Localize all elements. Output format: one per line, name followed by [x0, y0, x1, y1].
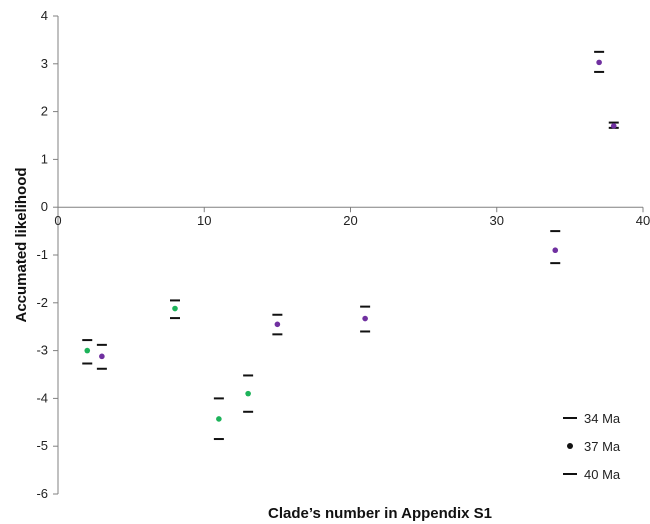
y-tick-label: -5: [36, 438, 48, 453]
marker-37ma: [172, 305, 178, 312]
x-axis-title: Clade’s number in Appendix S1: [268, 505, 492, 522]
y-tick-label: -1: [36, 247, 48, 262]
y-tick-label: -6: [36, 486, 48, 501]
y-tick-label: 3: [41, 56, 48, 71]
marker-37ma: [84, 347, 91, 354]
x-axis: 0 10 20 30 40: [54, 206, 650, 228]
y-axis-title: Accumated likelihood: [13, 167, 30, 322]
x-tick-label: 40: [636, 213, 650, 228]
x-tick-label: 30: [490, 213, 504, 228]
y-tick-label: -4: [36, 390, 48, 405]
marker-37ma: [552, 247, 559, 254]
marker-37ma: [596, 59, 602, 66]
y-axis: -6 -5 -4 -3 -2 -1 0 1 2 3 4: [36, 8, 59, 501]
legend-dot-symbol: [567, 443, 573, 449]
y-tick-label: -2: [36, 295, 48, 310]
plot-area: [82, 50, 619, 441]
marker-37ma: [274, 321, 281, 328]
x-tick-label: 10: [197, 213, 211, 228]
y-tick-label: 4: [41, 8, 48, 23]
marker-37ma: [362, 315, 368, 322]
y-tick-label: 0: [41, 199, 48, 214]
y-tick-label: -3: [36, 343, 48, 358]
legend-label: 40 Ma: [584, 467, 621, 482]
x-tick-label: 0: [54, 213, 61, 228]
legend-label: 34 Ma: [584, 411, 621, 426]
x-tick-label: 20: [343, 213, 357, 228]
marker-37ma: [245, 390, 251, 397]
y-tick-label: 2: [41, 104, 48, 119]
legend-label: 37 Ma: [584, 439, 621, 454]
y-tick-label: 1: [41, 151, 48, 166]
marker-37ma: [99, 353, 105, 360]
marker-37ma: [610, 123, 617, 129]
legend: 34 Ma 37 Ma 40 Ma: [563, 411, 621, 482]
marker-37ma: [216, 416, 222, 422]
